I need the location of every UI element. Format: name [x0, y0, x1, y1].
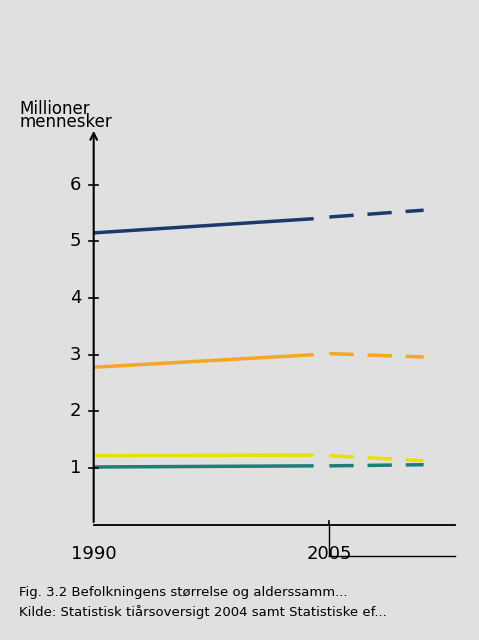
Text: 1: 1 [70, 459, 81, 477]
Text: Kilde: Statistisk tiårsoversigt 2004 samt Statistiske ef...: Kilde: Statistisk tiårsoversigt 2004 sam… [19, 605, 387, 619]
Text: 5: 5 [69, 232, 81, 250]
Text: 1990: 1990 [71, 545, 116, 563]
Text: 4: 4 [69, 289, 81, 307]
Text: 3: 3 [69, 346, 81, 364]
Text: 2: 2 [69, 403, 81, 420]
Text: 6: 6 [70, 176, 81, 194]
Text: Fig. 3.2 Befolkningens størrelse og alderssamm...: Fig. 3.2 Befolkningens størrelse og alde… [19, 586, 348, 598]
Text: mennesker: mennesker [19, 113, 112, 131]
Text: 2005: 2005 [307, 545, 352, 563]
Text: Millioner: Millioner [19, 100, 90, 118]
